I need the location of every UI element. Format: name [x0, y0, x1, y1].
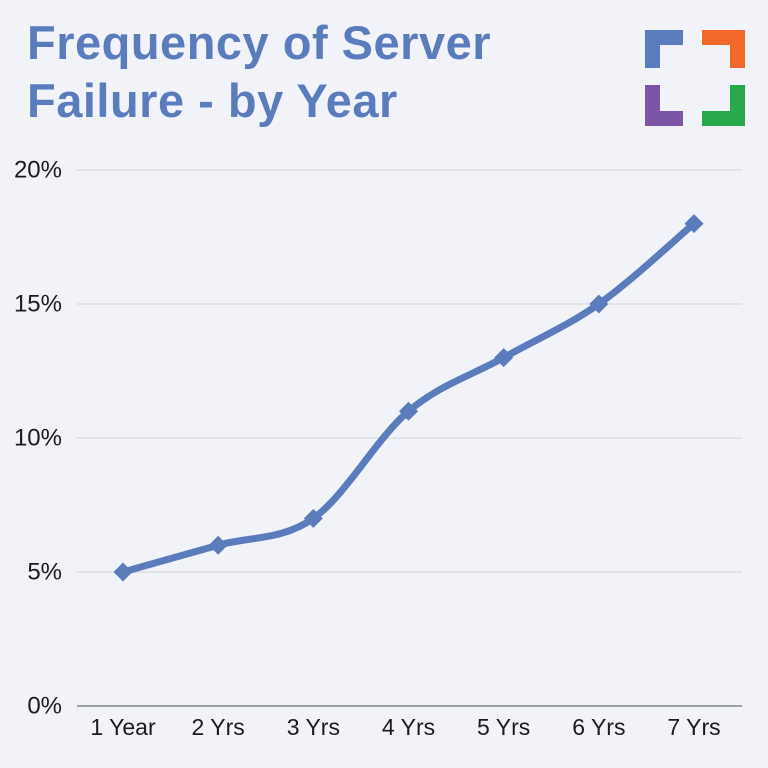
- data-point-marker: [494, 348, 514, 368]
- x-tick-label: 5 Yrs: [477, 714, 530, 740]
- x-tick-label: 4 Yrs: [382, 714, 435, 740]
- data-point-marker: [303, 508, 323, 528]
- y-tick-label: 15%: [14, 291, 62, 318]
- x-tick-label: 1 Year: [90, 714, 156, 740]
- x-tick-label: 2 Yrs: [192, 714, 245, 740]
- chart-title: Frequency of Server Failure - by Year: [27, 14, 491, 130]
- y-tick-label: 20%: [14, 157, 62, 184]
- data-point-marker: [399, 401, 418, 421]
- y-tick-label: 5%: [27, 559, 62, 586]
- data-point-marker: [113, 562, 133, 582]
- corner-brackets-logo-icon: [645, 30, 745, 126]
- x-tick-label: 6 Yrs: [572, 714, 625, 740]
- x-tick-label: 7 Yrs: [667, 714, 720, 740]
- chart-title-line-2: Failure - by Year: [27, 74, 398, 127]
- y-tick-label: 0%: [27, 693, 62, 720]
- data-point-marker: [208, 535, 228, 555]
- data-point-marker: [684, 214, 704, 234]
- chart-title-line-1: Frequency of Server: [27, 16, 492, 69]
- x-tick-label: 3 Yrs: [287, 714, 340, 740]
- data-point-marker: [589, 294, 609, 314]
- series-line: [119, 220, 698, 576]
- y-tick-label: 10%: [14, 425, 62, 452]
- logo-bracket-bottom-right: [702, 85, 745, 126]
- logo-bracket-top-left: [645, 30, 683, 68]
- logo-bracket-bottom-left: [645, 85, 683, 126]
- logo-bracket-top-right: [702, 30, 745, 68]
